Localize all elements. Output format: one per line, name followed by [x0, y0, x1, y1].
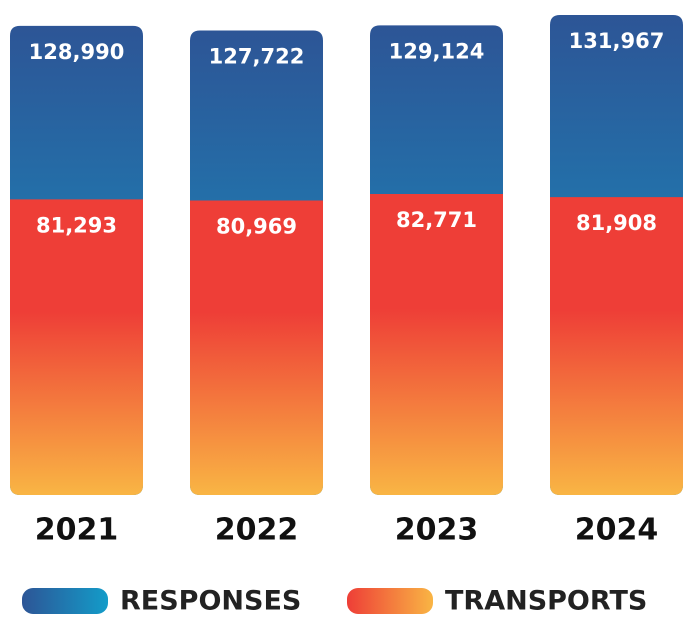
bar: [370, 193, 503, 496]
legend-swatch: [347, 588, 433, 614]
x-tick-label: 2024: [575, 513, 659, 548]
value-label: 129,124: [389, 39, 485, 63]
legend-label: RESPONSES: [120, 586, 301, 617]
value-label: 81,293: [36, 213, 117, 237]
value-label: 82,771: [396, 208, 477, 232]
bar: [10, 199, 143, 495]
value-label: 128,990: [29, 40, 125, 64]
bar: [190, 200, 323, 495]
x-tick-label: 2021: [35, 513, 119, 548]
value-label: 81,908: [576, 211, 657, 235]
legend-label: TRANSPORTS: [445, 586, 647, 617]
legend-swatch: [22, 588, 108, 614]
value-label: 80,969: [216, 214, 297, 238]
x-tick-label: 2023: [395, 513, 479, 548]
value-label: 127,722: [209, 44, 305, 68]
x-tick-label: 2022: [215, 513, 299, 548]
bar: [550, 197, 683, 495]
value-label: 131,967: [569, 29, 665, 53]
